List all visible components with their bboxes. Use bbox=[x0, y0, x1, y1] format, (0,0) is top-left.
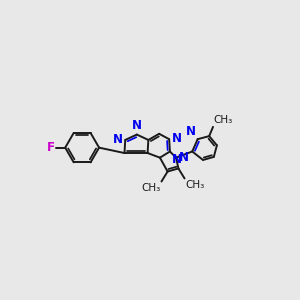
Text: F: F bbox=[46, 141, 54, 154]
Text: N: N bbox=[186, 124, 196, 138]
Text: N: N bbox=[172, 153, 182, 166]
Text: CH₃: CH₃ bbox=[141, 183, 161, 193]
Text: N: N bbox=[172, 132, 182, 145]
Text: N: N bbox=[113, 133, 123, 146]
Text: N: N bbox=[178, 151, 188, 164]
Text: N: N bbox=[132, 119, 142, 132]
Text: CH₃: CH₃ bbox=[214, 115, 233, 125]
Text: CH₃: CH₃ bbox=[185, 180, 205, 190]
